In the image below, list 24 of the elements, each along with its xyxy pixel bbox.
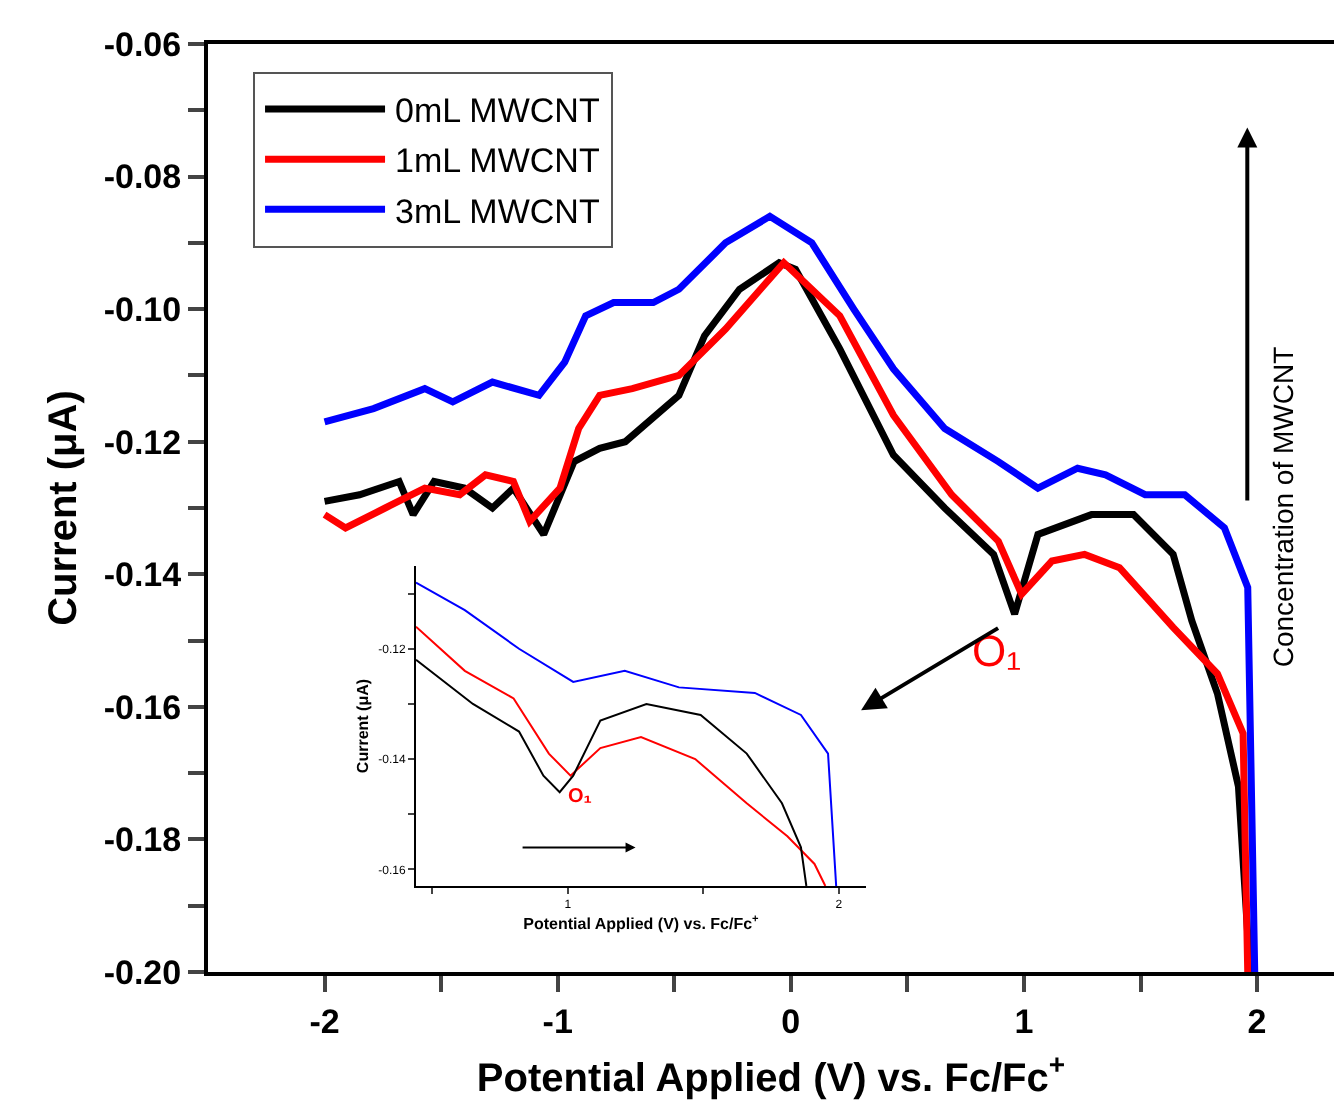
legend-label: 3mL MWCNT	[395, 192, 600, 231]
x-tick-label: 1	[1014, 1002, 1034, 1041]
y-tick-label: -0.14	[103, 556, 183, 595]
x-tick-label: 0	[781, 1002, 801, 1041]
x-tick-label: -1	[542, 1002, 573, 1041]
y-tick-label: -0.20	[103, 953, 182, 992]
x-tick-label: 2	[1247, 1002, 1267, 1041]
x-tick-label: -2	[309, 1002, 340, 1041]
y-tick-label: -0.08	[103, 158, 182, 197]
y-axis-title: Current (μA)	[41, 390, 86, 626]
line-series	[416, 625, 827, 886]
y-tick-label: -0.18	[103, 821, 182, 860]
annotation: Concentration of MWCNT	[1267, 345, 1300, 668]
legend-label: 1mL MWCNT	[395, 142, 600, 181]
y-tick-label: -0.10	[103, 291, 182, 330]
x-axis-title: Potential Applied (V) vs. Fc/Fc$^{+}$	[523, 913, 761, 933]
legend-label: 0mL MWCNT	[395, 92, 600, 131]
annotation: O₁	[568, 786, 592, 808]
line-series	[416, 581, 838, 886]
y-tick-label: -0.12	[103, 423, 182, 462]
y-tick-label: -0.16	[103, 688, 182, 727]
y-tick-label: -0.06	[103, 25, 182, 64]
x-axis-title: Potential Applied (V) vs. Fc/Fc$^{+}$	[476, 1048, 1066, 1101]
y-axis-title: Current (μA)	[353, 678, 372, 774]
